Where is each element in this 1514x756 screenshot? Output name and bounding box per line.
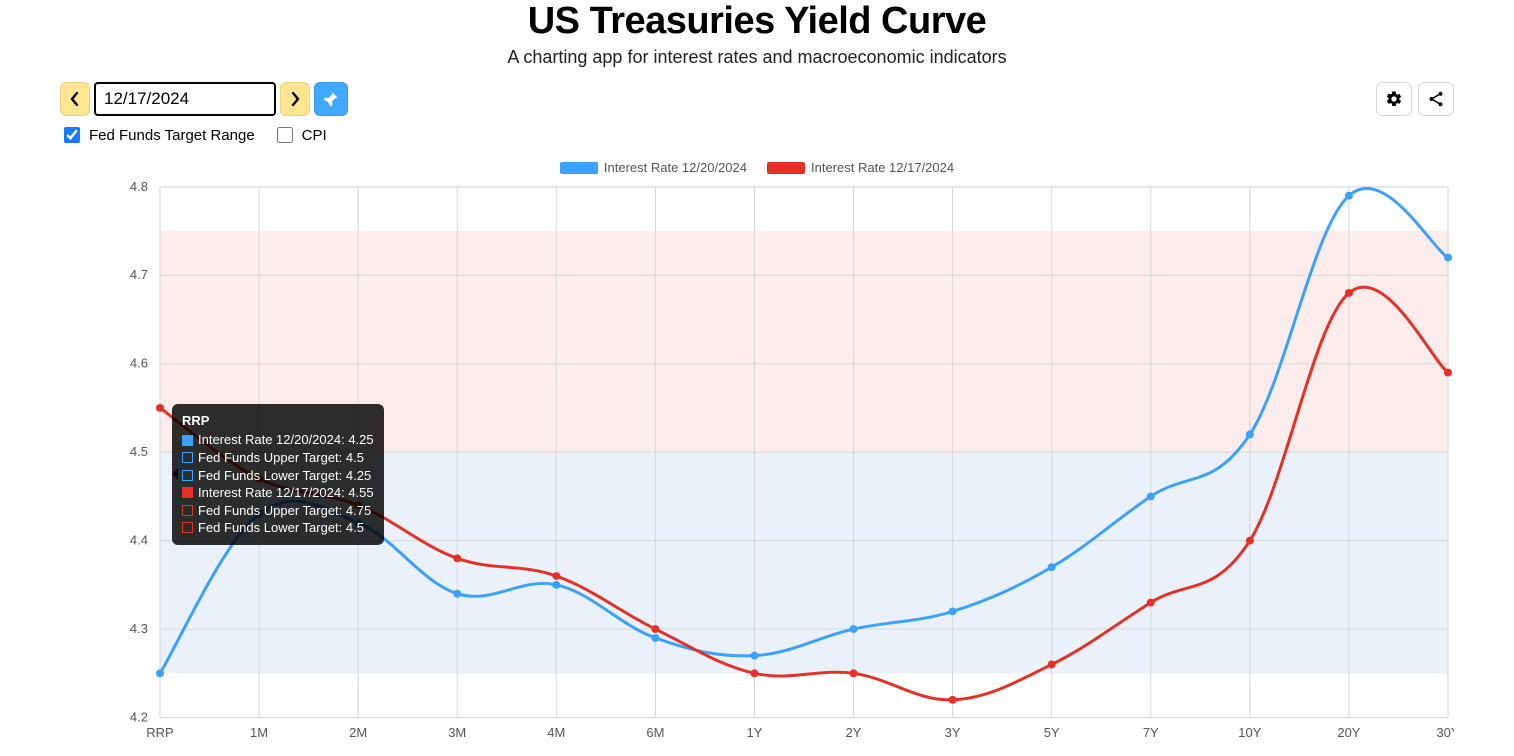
x-tick-label: 3M [448,725,466,740]
toolbar [60,82,1454,116]
series-point-rate_12_20_2024[interactable] [552,581,560,589]
series-point-rate_12_20_2024[interactable] [949,607,957,615]
settings-button[interactable] [1376,82,1412,116]
series-point-rate_12_20_2024[interactable] [1048,563,1056,571]
chart-legend: Interest Rate 12/20/2024 Interest Rate 1… [60,160,1454,175]
series-point-rate_12_20_2024[interactable] [850,625,858,633]
series-point-rate_12_20_2024[interactable] [651,634,659,642]
series-point-rate_12_17_2024[interactable] [552,572,560,580]
page-title: US Treasuries Yield Curve [60,0,1454,43]
series-point-rate_12_17_2024[interactable] [949,696,957,704]
series-point-rate_12_17_2024[interactable] [1444,369,1452,377]
chart-band-fed-funds-b-upper [160,231,1448,452]
y-tick-label: 4.5 [130,444,148,459]
page-subtitle: A charting app for interest rates and ma… [60,47,1454,68]
x-tick-label: 2M [349,725,367,740]
share-icon [1427,90,1445,108]
x-tick-label: 10Y [1238,725,1262,740]
y-tick-label: 4.3 [130,621,148,636]
x-tick-label: 2Y [846,725,862,740]
x-tick-label: 20Y [1337,725,1361,740]
series-point-rate_12_20_2024[interactable] [1345,192,1353,200]
legend-item-a[interactable]: Interest Rate 12/20/2024 [560,160,747,175]
x-tick-label: 1Y [747,725,763,740]
series-point-rate_12_20_2024[interactable] [255,510,263,518]
fed-funds-checkbox-text: Fed Funds Target Range [89,127,255,144]
series-point-rate_12_20_2024[interactable] [156,669,164,677]
yield-curve-chart[interactable]: 4.2 4.3 4.4 4.5 4.6 4.7 4.8 RRP 1M 2M 3M 4M 6M 1Y 2Y 3Y… [60,177,1454,747]
series-point-rate_12_17_2024[interactable] [1147,599,1155,607]
chart-container: 4.2 4.3 4.4 4.5 4.6 4.7 4.8 RRP 1M 2M 3M 4M 6M 1Y 2Y 3Y… [60,177,1454,747]
share-button[interactable] [1418,82,1454,116]
gear-icon [1385,90,1403,108]
pin-icon [323,91,339,107]
series-point-rate_12_17_2024[interactable] [255,475,263,483]
x-tick-label: 1M [250,725,268,740]
series-point-rate_12_17_2024[interactable] [1345,289,1353,297]
x-tick-label: 4M [547,725,565,740]
series-point-rate_12_17_2024[interactable] [354,501,362,509]
series-point-rate_12_17_2024[interactable] [750,669,758,677]
pin-button[interactable] [314,82,348,116]
chart-band-fed-funds-a-lower [160,452,1448,673]
cpi-checkbox-text: CPI [302,127,327,144]
series-point-rate_12_17_2024[interactable] [156,404,164,412]
date-input[interactable] [94,82,276,116]
y-tick-label: 4.2 [130,710,148,725]
legend-swatch-b [767,162,805,174]
legend-item-b[interactable]: Interest Rate 12/17/2024 [767,160,954,175]
overlay-checkbox-row: Fed Funds Target Range CPI [60,124,1454,146]
x-tick-label: 6M [646,725,664,740]
series-point-rate_12_17_2024[interactable] [651,625,659,633]
series-point-rate_12_17_2024[interactable] [1048,661,1056,669]
prev-date-button[interactable] [60,82,90,116]
y-tick-label: 4.6 [130,356,148,371]
x-tick-label: 7Y [1143,725,1159,740]
series-point-rate_12_20_2024[interactable] [750,652,758,660]
fed-funds-checkbox-label[interactable]: Fed Funds Target Range [60,124,255,146]
series-point-rate_12_17_2024[interactable] [453,554,461,562]
series-point-rate_12_17_2024[interactable] [1246,537,1254,545]
x-tick-label: 30Y [1436,725,1454,740]
series-point-rate_12_17_2024[interactable] [850,669,858,677]
x-tick-label: 5Y [1044,725,1060,740]
legend-label-a: Interest Rate 12/20/2024 [604,160,747,175]
cpi-checkbox-label[interactable]: CPI [273,124,327,146]
y-tick-label: 4.4 [130,533,148,548]
series-point-rate_12_20_2024[interactable] [453,590,461,598]
legend-label-b: Interest Rate 12/17/2024 [811,160,954,175]
series-point-rate_12_20_2024[interactable] [354,519,362,527]
series-point-rate_12_20_2024[interactable] [1246,431,1254,439]
legend-swatch-a [560,162,598,174]
series-point-rate_12_20_2024[interactable] [1147,492,1155,500]
fed-funds-checkbox[interactable] [64,127,80,143]
y-tick-label: 4.7 [130,267,148,282]
series-point-rate_12_20_2024[interactable] [1444,254,1452,262]
next-date-button[interactable] [280,82,310,116]
cpi-checkbox[interactable] [277,127,293,143]
chevron-left-icon [70,92,80,106]
x-tick-label: 3Y [945,725,961,740]
y-tick-label: 4.8 [130,179,148,194]
chevron-right-icon [290,92,300,106]
x-tick-label: RRP [146,725,173,740]
